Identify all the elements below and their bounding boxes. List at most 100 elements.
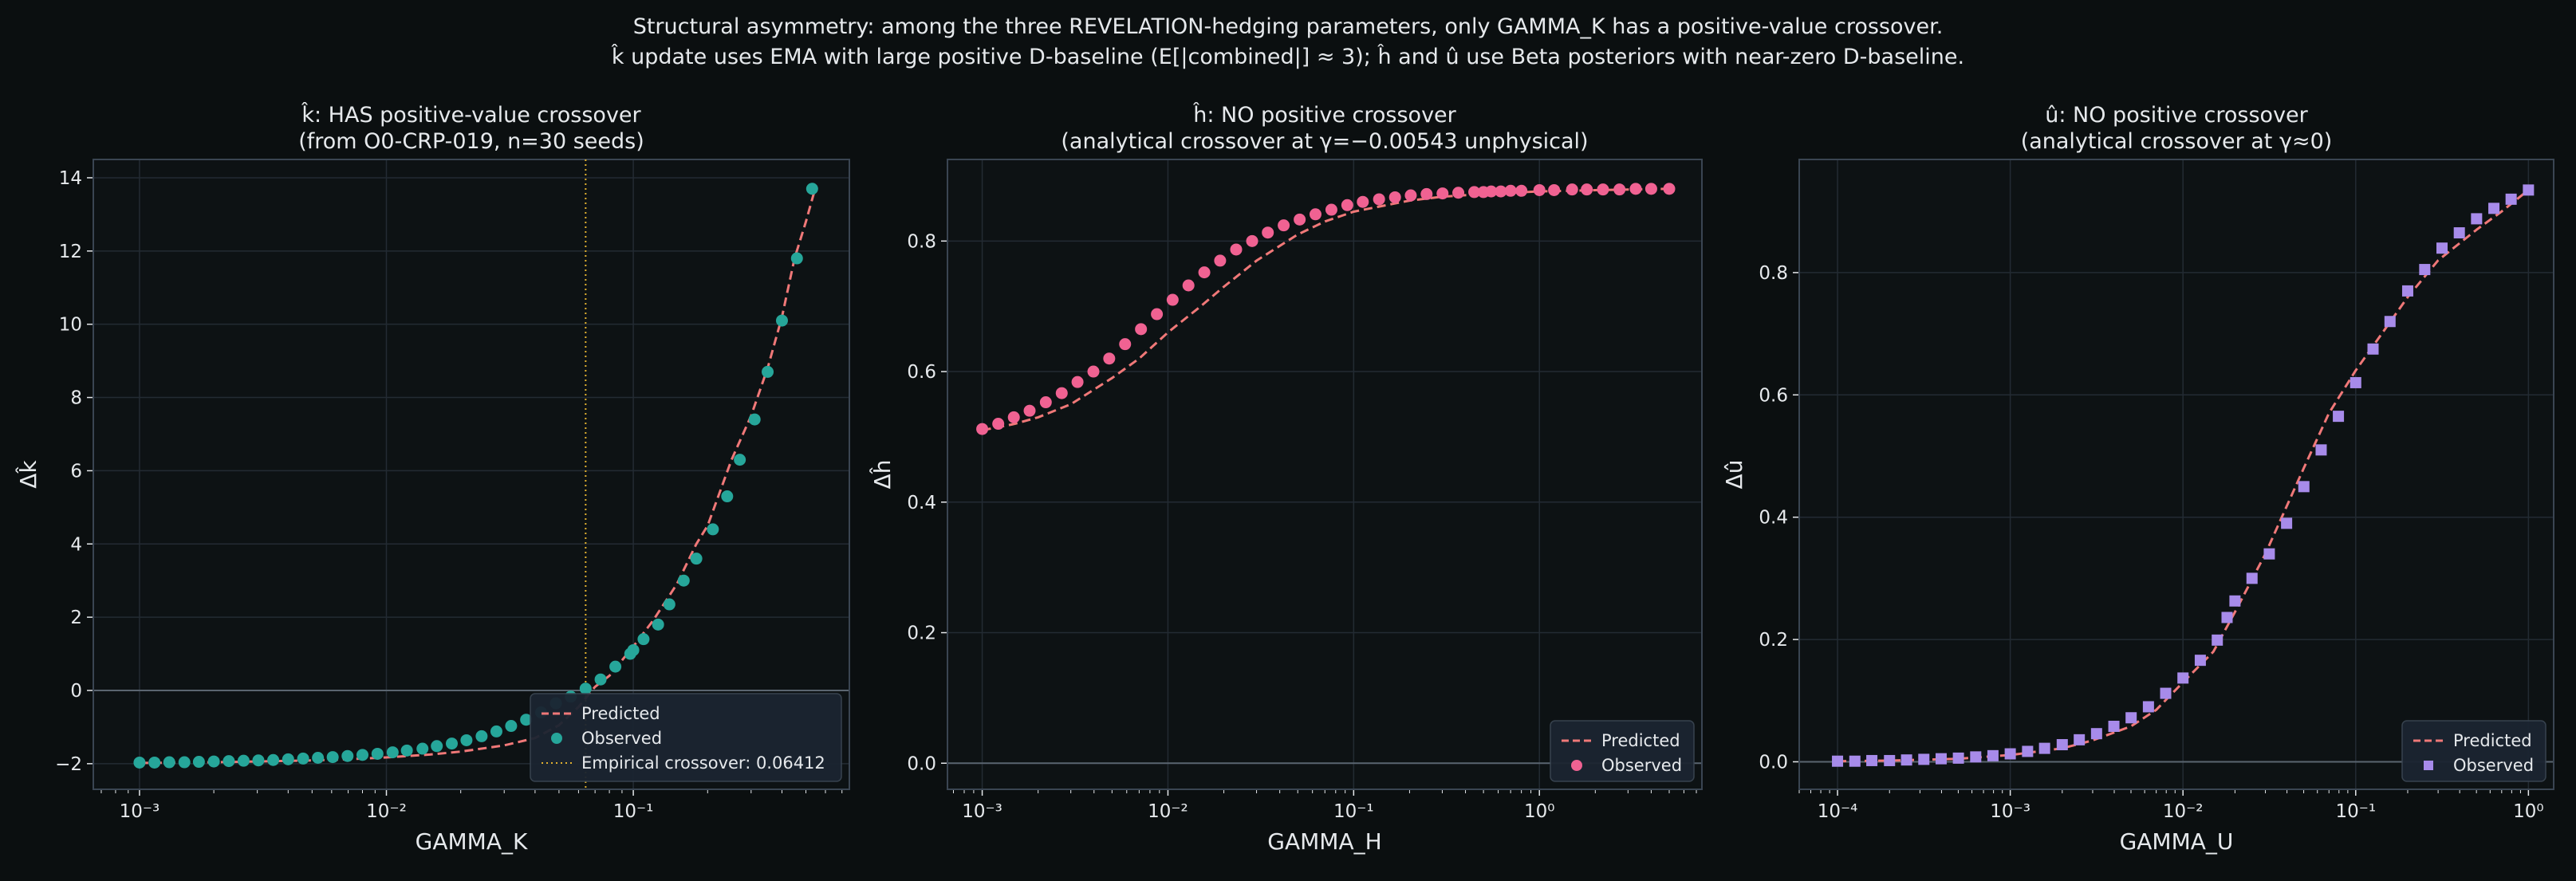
x-axis-label: GAMMA_U [2120, 828, 2234, 855]
legend-box [1550, 720, 1695, 782]
observed-point [2022, 745, 2034, 757]
observed-point [505, 720, 518, 733]
observed-point [1832, 755, 1844, 767]
legend: Predicted Observed [2401, 720, 2546, 782]
observed-point [637, 633, 650, 646]
observed-point [2471, 213, 2483, 225]
observed-point [2367, 343, 2379, 355]
observed-point [178, 756, 191, 769]
observed-point [2056, 739, 2068, 751]
observed-point [1325, 203, 1337, 216]
axes-frame [1798, 159, 2554, 790]
observed-point [490, 725, 502, 737]
observed-point [1294, 213, 1306, 226]
observed-point [1214, 254, 1227, 267]
observed-point [252, 754, 265, 767]
observed-point [2298, 481, 2310, 493]
x-tick-label: 10⁻² [2163, 801, 2204, 822]
observed-point [2125, 712, 2137, 724]
observed-point [400, 744, 413, 757]
observed-point [2453, 227, 2465, 239]
observed-point [223, 755, 235, 768]
plot-area [947, 159, 1702, 789]
observed-point [312, 752, 325, 764]
observed-point [1918, 753, 1930, 765]
axes-frame [947, 159, 1703, 790]
observed-point [1055, 387, 1068, 399]
legend-box [530, 693, 842, 782]
legend-observed-label: Observed [2453, 756, 2534, 775]
y-tick-label: 0.6 [1759, 385, 1788, 406]
observed-point [594, 673, 607, 686]
observed-point [1884, 754, 1896, 766]
observed-point [1071, 376, 1084, 388]
observed-point [1935, 753, 1947, 765]
observed-point [1468, 186, 1481, 199]
y-tick-label: 0.8 [1759, 263, 1788, 284]
observed-point [1039, 396, 1052, 409]
x-axis-label: GAMMA_H [1267, 828, 1381, 855]
observed-point [2038, 742, 2050, 754]
x-tick-label: 10⁻² [366, 801, 407, 822]
observed-point [2333, 411, 2345, 423]
observed-point [775, 314, 788, 327]
observed-point [1849, 755, 1861, 767]
x-tick-label: 10⁻¹ [1333, 801, 1374, 822]
observed-point [1166, 293, 1179, 306]
observed-point [1644, 183, 1657, 195]
y-tick-label: 6 [70, 461, 82, 482]
suptitle-line-1: Structural asymmetry: among the three RE… [633, 14, 1944, 39]
observed-point [652, 618, 664, 631]
observed-point [1309, 208, 1321, 221]
y-axis-label: Δĥ [869, 460, 896, 490]
y-tick-label: 0.4 [1759, 508, 1788, 529]
observed-point [2263, 548, 2275, 560]
observed-point [707, 523, 719, 536]
legend-predicted-label: Predicted [581, 704, 660, 723]
legend-observed-label: Observed [1601, 756, 1682, 775]
y-tick-label: −2 [55, 754, 82, 775]
observed-point [326, 751, 339, 764]
suptitle-line-2: k̂ update uses EMA with large positive D… [611, 44, 1964, 69]
x-axis-label: GAMMA_K [416, 828, 528, 855]
observed-point [1495, 185, 1507, 198]
observed-point [2074, 734, 2086, 745]
observed-point [1246, 234, 1258, 247]
observed-point [133, 756, 146, 769]
x-tick-label: 10⁰ [2513, 801, 2544, 822]
observed-point [2281, 517, 2293, 529]
observed-point [207, 755, 220, 768]
observed-point [1548, 183, 1561, 196]
chart-title-line-2: (from O0-CRP-019, n=30 seeds) [298, 129, 644, 154]
observed-point [976, 423, 989, 435]
observed-point [1087, 365, 1100, 378]
y-axis-label: Δû [1721, 460, 1747, 490]
observed-point [1952, 752, 1964, 764]
observed-point [663, 598, 676, 611]
chart-title-line-1: û: NO positive crossover [2045, 103, 2308, 128]
observed-point [1420, 187, 1433, 200]
y-tick-label: 0.2 [1759, 630, 1788, 651]
y-tick-label: 0.4 [907, 493, 936, 513]
y-tick-label: 12 [59, 242, 82, 262]
legend-predicted-label: Predicted [2453, 731, 2532, 750]
x-tick-label: 10⁻³ [1990, 801, 2030, 822]
observed-point [1900, 754, 1912, 766]
observed-point [163, 756, 175, 769]
observed-point [2488, 203, 2500, 214]
chart-panels: 10⁻³ 10⁻² 10⁻¹ −2 0 2 4 6 8 10 12 14 k̂: HAS positiv… [15, 102, 2554, 855]
y-tick-label: 0.2 [907, 623, 936, 644]
observed-point [748, 413, 761, 426]
x-tick-label: 10⁻³ [962, 801, 1002, 822]
observed-point [1485, 185, 1498, 198]
x-tick-label: 10⁻² [1148, 801, 1188, 822]
observed-point [1262, 226, 1274, 239]
legend-crossover-label: Empirical crossover: 0.06412 [581, 753, 825, 773]
x-tick-label: 10⁰ [1524, 801, 1555, 822]
y-tick-label: 0 [70, 681, 82, 702]
y-tick-label: 8 [70, 388, 82, 409]
observed-point [1436, 187, 1449, 200]
observed-point [1504, 184, 1517, 197]
observed-point [1230, 243, 1243, 256]
